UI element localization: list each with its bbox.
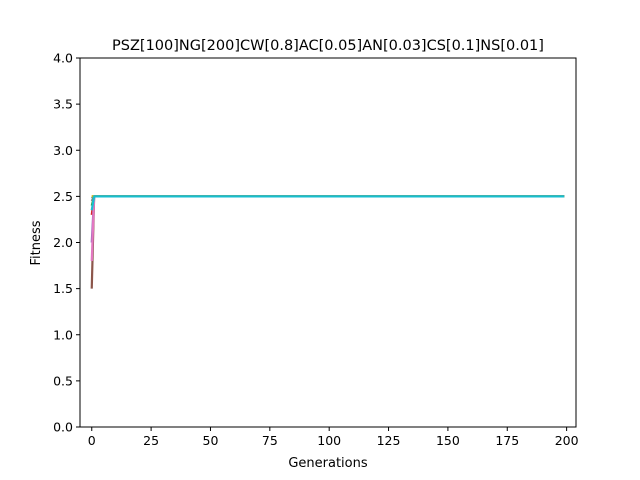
- series-line-4: [90, 195, 565, 215]
- y-tick-label: 3.0: [53, 143, 73, 158]
- x-axis-ticks: 0 25 50 75 100 125 150 175 200: [88, 427, 579, 448]
- y-tick-label: 1.0: [53, 327, 73, 342]
- series-line-5: [90, 195, 565, 243]
- x-tick-label: 50: [203, 433, 219, 448]
- y-tick-label: 3.5: [53, 97, 73, 112]
- x-tick-label: 200: [555, 433, 579, 448]
- series-line-7: [90, 195, 565, 261]
- y-tick-label: 1.5: [53, 281, 73, 296]
- x-tick-label: 150: [436, 433, 460, 448]
- y-tick-label: 2.0: [53, 235, 73, 250]
- x-tick-label: 175: [495, 433, 519, 448]
- series-line-3: [90, 195, 565, 206]
- series-line-6: [90, 195, 565, 289]
- y-tick-label: 4.0: [53, 51, 73, 66]
- x-tick-label: 125: [377, 433, 401, 448]
- x-tick-label: 0: [88, 433, 96, 448]
- y-tick-label: 2.5: [53, 189, 73, 204]
- y-tick-label: 0.5: [53, 373, 73, 388]
- series-lines: [90, 195, 565, 289]
- x-tick-label: 25: [143, 433, 159, 448]
- plot-frame: [79, 57, 577, 428]
- y-axis-label: Fitness: [29, 220, 44, 265]
- x-tick-label: 75: [262, 433, 278, 448]
- x-tick-label: 100: [317, 433, 341, 448]
- y-axis-ticks: 0.0 0.5 1.0 1.5 2.0 2.5 3.0 3.5 4.0: [53, 51, 80, 435]
- chart-title: PSZ[100]NG[200]CW[0.8]AC[0.05]AN[0.03]CS…: [112, 38, 544, 54]
- y-tick-label: 0.0: [53, 420, 73, 435]
- x-axis-label: Generations: [288, 456, 368, 471]
- series-line-10: [90, 195, 565, 211]
